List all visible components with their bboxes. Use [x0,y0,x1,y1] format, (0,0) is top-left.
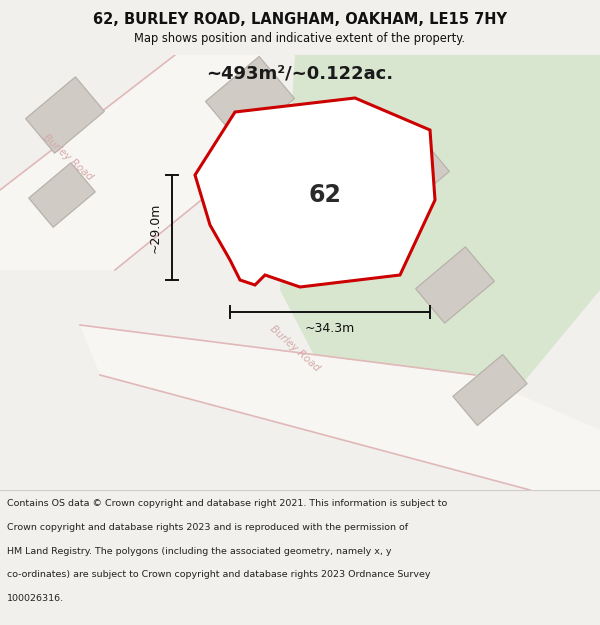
Polygon shape [0,55,300,270]
Text: co-ordinates) are subject to Crown copyright and database rights 2023 Ordnance S: co-ordinates) are subject to Crown copyr… [7,571,431,579]
Text: HM Land Registry. The polygons (including the associated geometry, namely x, y: HM Land Registry. The polygons (includin… [7,547,392,556]
Text: Burley Road: Burley Road [41,132,95,182]
Text: Contains OS data © Crown copyright and database right 2021. This information is : Contains OS data © Crown copyright and d… [7,499,448,509]
Text: ~34.3m: ~34.3m [305,322,355,335]
Polygon shape [416,247,494,323]
Polygon shape [371,137,449,213]
Text: 62, BURLEY ROAD, LANGHAM, OAKHAM, LE15 7HY: 62, BURLEY ROAD, LANGHAM, OAKHAM, LE15 7… [93,12,507,27]
Polygon shape [195,98,435,287]
Polygon shape [453,354,527,426]
Polygon shape [206,56,295,144]
Text: Crown copyright and database rights 2023 and is reproduced with the permission o: Crown copyright and database rights 2023… [7,523,409,532]
Polygon shape [29,162,95,228]
Text: 62: 62 [308,183,341,207]
Text: ~493m²/~0.122ac.: ~493m²/~0.122ac. [206,65,394,83]
Polygon shape [26,77,104,153]
Polygon shape [280,55,600,435]
Text: Burley Road: Burley Road [268,323,322,373]
Text: 100026316.: 100026316. [7,594,64,603]
Text: ~29.0m: ~29.0m [149,202,162,252]
Text: Map shows position and indicative extent of the property.: Map shows position and indicative extent… [134,32,466,45]
Polygon shape [80,325,600,490]
